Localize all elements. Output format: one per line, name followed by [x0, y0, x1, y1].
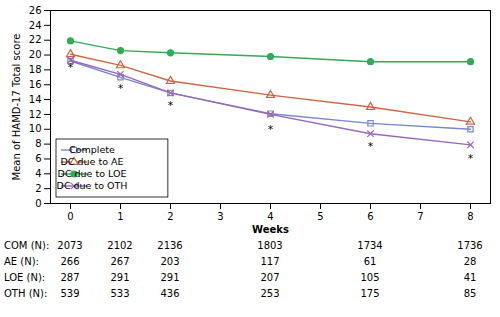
svg-text:2102: 2102	[107, 240, 132, 251]
svg-text:22: 22	[29, 34, 42, 45]
svg-text:5: 5	[317, 211, 323, 222]
svg-text:175: 175	[360, 288, 379, 299]
svg-text:533: 533	[110, 288, 129, 299]
svg-text:*: *	[368, 140, 374, 153]
svg-text:287: 287	[60, 272, 79, 283]
svg-text:Weeks: Weeks	[252, 224, 289, 235]
svg-text:*: *	[268, 123, 274, 136]
svg-text:DC due to AE: DC due to AE	[61, 156, 124, 167]
svg-text:Mean of HAMD-17 Total score: Mean of HAMD-17 Total score	[11, 34, 22, 181]
svg-text:DC due to LOE: DC due to LOE	[58, 168, 127, 179]
svg-text:4: 4	[267, 211, 273, 222]
svg-text:1803: 1803	[257, 240, 282, 251]
svg-text:1734: 1734	[357, 240, 382, 251]
svg-text:6: 6	[367, 211, 373, 222]
svg-text:24: 24	[29, 20, 42, 31]
svg-text:0: 0	[67, 211, 73, 222]
svg-text:105: 105	[360, 272, 379, 283]
svg-text:2: 2	[167, 211, 173, 222]
svg-text:4: 4	[35, 168, 41, 179]
svg-text:COM (N):: COM (N):	[4, 240, 49, 251]
svg-text:267: 267	[110, 256, 129, 267]
svg-text:*: *	[118, 82, 124, 95]
svg-text:8: 8	[35, 138, 41, 149]
svg-text:*: *	[168, 99, 174, 112]
svg-text:14: 14	[29, 94, 42, 105]
svg-text:207: 207	[260, 272, 279, 283]
svg-text:18: 18	[29, 64, 42, 75]
svg-text:436: 436	[160, 288, 179, 299]
svg-text:20: 20	[29, 49, 42, 60]
svg-text:7: 7	[417, 211, 423, 222]
svg-text:117: 117	[260, 256, 279, 267]
svg-text:41: 41	[464, 272, 477, 283]
svg-text:539: 539	[60, 288, 79, 299]
svg-text:OTH (N):: OTH (N):	[4, 288, 47, 299]
svg-text:0: 0	[35, 198, 41, 209]
svg-text:LOE (N):: LOE (N):	[4, 272, 45, 283]
svg-text:1: 1	[117, 211, 123, 222]
svg-text:16: 16	[29, 79, 42, 90]
svg-text:291: 291	[110, 272, 129, 283]
svg-text:291: 291	[160, 272, 179, 283]
svg-text:AE (N):: AE (N):	[4, 256, 39, 267]
svg-text:3: 3	[217, 211, 223, 222]
svg-text:203: 203	[160, 256, 179, 267]
svg-text:2: 2	[35, 183, 41, 194]
svg-text:26: 26	[29, 5, 42, 16]
svg-text:253: 253	[260, 288, 279, 299]
svg-text:DC due to OTH: DC due to OTH	[57, 180, 128, 191]
svg-text:2073: 2073	[57, 240, 82, 251]
svg-text:1736: 1736	[457, 240, 482, 251]
svg-text:*: *	[468, 152, 474, 165]
svg-text:6: 6	[35, 153, 41, 164]
svg-text:28: 28	[464, 256, 477, 267]
svg-text:2136: 2136	[157, 240, 182, 251]
svg-text:85: 85	[464, 288, 477, 299]
svg-text:12: 12	[29, 109, 42, 120]
svg-text:61: 61	[364, 256, 377, 267]
svg-text:8: 8	[467, 211, 473, 222]
svg-text:Complete: Complete	[69, 144, 115, 155]
svg-text:*: *	[68, 61, 74, 74]
svg-text:10: 10	[29, 123, 42, 134]
svg-text:266: 266	[60, 256, 79, 267]
